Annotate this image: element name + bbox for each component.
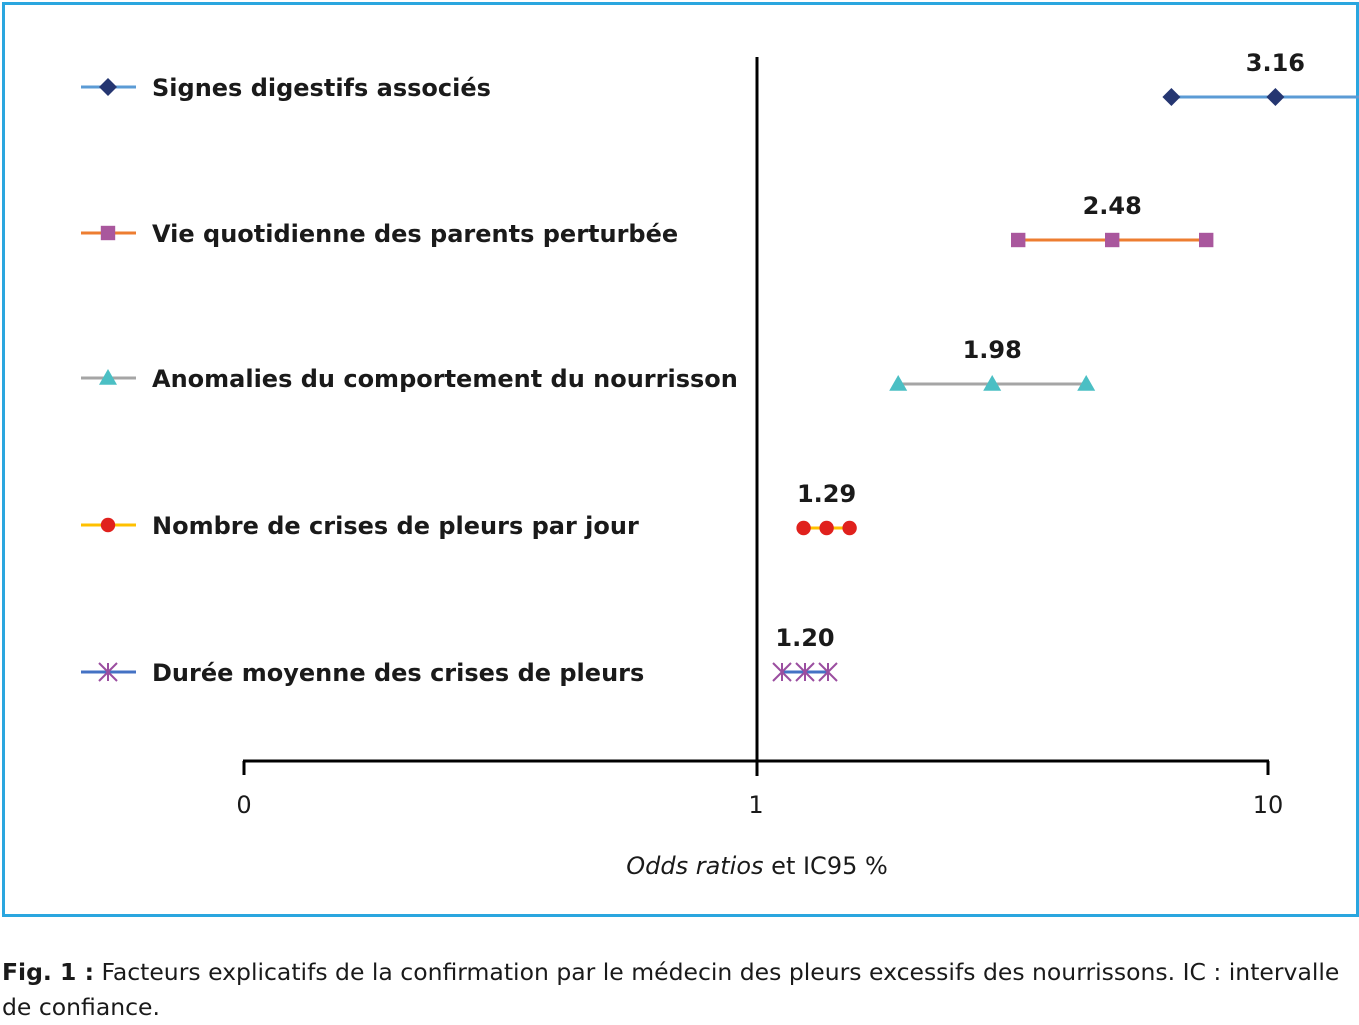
point-estimate-marker <box>983 375 1002 391</box>
ci-upper-marker <box>818 662 838 682</box>
x-axis-title-italic: Odds ratios <box>626 852 763 880</box>
legend-label: Nombre de crises de pleurs par jour <box>152 512 639 540</box>
ci-lower-marker <box>889 375 908 391</box>
legend-label: Signes digestifs associés <box>152 74 491 102</box>
legend-marker <box>99 369 117 385</box>
point-estimate-marker <box>1105 232 1120 248</box>
legend-marker <box>100 517 116 533</box>
legend-marker <box>99 78 117 96</box>
series-row: Nombre de crises de pleurs par jour 1.29 <box>81 480 857 540</box>
rows-layer: Signes digestifs associés 3.16 Vie quotidi… <box>81 49 1359 687</box>
caption-label: Fig. 1 : <box>2 958 94 986</box>
series-row: Durée moyenne des crises de pleurs 1.20 <box>81 624 838 687</box>
x-axis-title-rest: et IC95 % <box>764 852 888 880</box>
legend-marker <box>100 225 116 241</box>
figure-caption: Fig. 1 : Facteurs explicatifs de la conf… <box>2 955 1354 1025</box>
legend-label: Durée moyenne des crises de pleurs <box>152 659 644 687</box>
ci-lower-marker <box>796 520 811 536</box>
x-tick-label: 1 <box>748 791 763 819</box>
axis-layer: 0 1 10 Odds ratios et IC95 % <box>236 57 1283 880</box>
x-tick-label: 0 <box>236 791 251 819</box>
caption-text: Facteurs explicatifs de la confirmation … <box>2 958 1340 1021</box>
x-axis-title: Odds ratios et IC95 % <box>626 852 888 880</box>
ci-lower-marker <box>1011 232 1026 248</box>
value-label: 1.20 <box>775 624 834 652</box>
legend-label: Anomalies du comportement du nourrisson <box>152 365 738 393</box>
legend-marker <box>98 662 118 682</box>
value-label: 3.16 <box>1246 49 1305 77</box>
ci-lower-marker <box>772 662 792 682</box>
ci-upper-marker <box>1077 375 1096 391</box>
ci-upper-marker <box>842 520 857 536</box>
legend-label: Vie quotidienne des parents perturbée <box>152 220 678 248</box>
value-label: 1.98 <box>963 336 1022 364</box>
value-label: 1.29 <box>797 480 856 508</box>
series-row: Anomalies du comportement du nourrisson 1… <box>81 336 1096 393</box>
series-row: Signes digestifs associés 3.16 <box>81 49 1359 106</box>
value-label: 2.48 <box>1083 192 1142 220</box>
ci-upper-marker <box>1199 232 1214 248</box>
figure-frame <box>2 2 1359 917</box>
forest-plot: Signes digestifs associés 3.16 Vie quotidi… <box>81 49 1359 880</box>
point-estimate-marker <box>795 662 815 682</box>
series-row: Vie quotidienne des parents perturbée 2.4… <box>81 192 1214 248</box>
ci-lower-marker <box>1162 88 1181 106</box>
point-estimate-marker <box>1266 88 1285 106</box>
x-tick-label: 10 <box>1253 791 1284 819</box>
point-estimate-marker <box>819 520 834 536</box>
